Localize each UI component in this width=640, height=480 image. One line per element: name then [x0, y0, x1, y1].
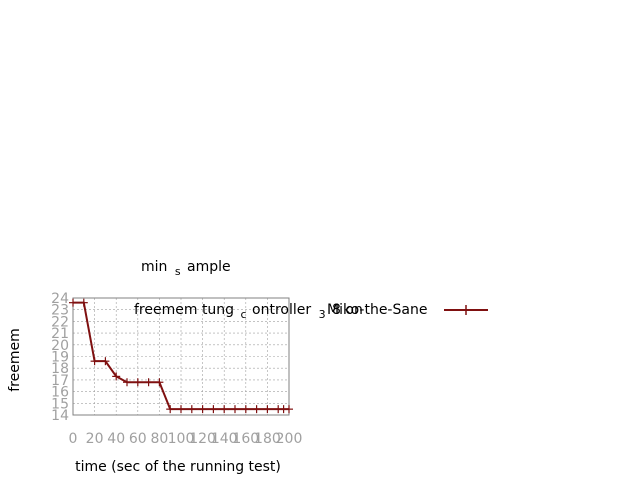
chart-title-suffix: ample [187, 259, 231, 275]
x-tick-label: 160 [232, 431, 259, 447]
x-tick-label: 100 [168, 431, 195, 447]
data-point [220, 405, 229, 414]
y-tick-label: 19 [51, 350, 69, 366]
legend: freemem tung c ontroller 3 8 on Miko-the… [134, 302, 488, 322]
data-point [177, 405, 185, 414]
data-point [198, 405, 207, 414]
y-tick-label: 16 [51, 385, 69, 401]
y-tick-label: 17 [51, 373, 69, 389]
x-tick-label: 140 [211, 431, 238, 447]
legend-label-part1: freemem tung [134, 302, 234, 318]
legend-label-part3: 8 on [332, 302, 363, 318]
data-point [155, 378, 164, 387]
x-tick-label: 120 [189, 431, 216, 447]
y-tick-label: 22 [51, 314, 69, 330]
data-point [79, 298, 88, 307]
data-point [187, 405, 196, 414]
x-tick-label: 200 [276, 431, 303, 447]
legend-label: freemem tung c ontroller 3 8 on [134, 302, 363, 322]
legend-label-host: Miko-the-Sane [327, 302, 427, 318]
y-tick-label: 24 [51, 291, 69, 307]
x-tick-label: 0 [69, 431, 78, 447]
data-point [263, 405, 272, 414]
data-point [133, 378, 142, 387]
data-point [69, 298, 77, 307]
data-point [90, 357, 99, 366]
chart-title-subscript: s [175, 265, 181, 278]
chart-title-prefix: min [141, 259, 167, 275]
x-axis-label: time (sec of the running test) [75, 459, 281, 475]
series-group [69, 298, 293, 414]
data-point [112, 372, 121, 381]
chart-title: min s ample [141, 259, 231, 279]
x-tick-label: 60 [129, 431, 147, 447]
data-point [231, 405, 239, 414]
y-tick-label: 18 [51, 361, 69, 377]
y-tick-label: 23 [51, 303, 69, 319]
x-tick-label: 180 [254, 431, 281, 447]
data-point [144, 378, 153, 387]
y-tick-label: 14 [51, 408, 69, 424]
data-point [123, 378, 131, 387]
data-point [285, 405, 293, 414]
x-tick-label: 20 [86, 431, 104, 447]
y-tick-label: 20 [51, 338, 69, 354]
series-line [73, 301, 289, 411]
data-point [209, 405, 218, 414]
x-tick-label: 80 [150, 431, 168, 447]
data-point [101, 357, 110, 366]
legend-label-part2: ontroller [252, 302, 311, 318]
y-axis-label: freemem [7, 328, 23, 392]
x-tick-label: 40 [107, 431, 125, 447]
legend-label-subscript-1: c [241, 308, 247, 321]
y-tick-label: 21 [51, 326, 69, 342]
y-tick-label: 15 [51, 396, 69, 412]
plot-frame [72, 297, 290, 416]
data-point [241, 405, 250, 414]
data-point [166, 405, 175, 414]
legend-label-subscript-2: 3 [319, 308, 326, 321]
data-point [252, 405, 261, 414]
